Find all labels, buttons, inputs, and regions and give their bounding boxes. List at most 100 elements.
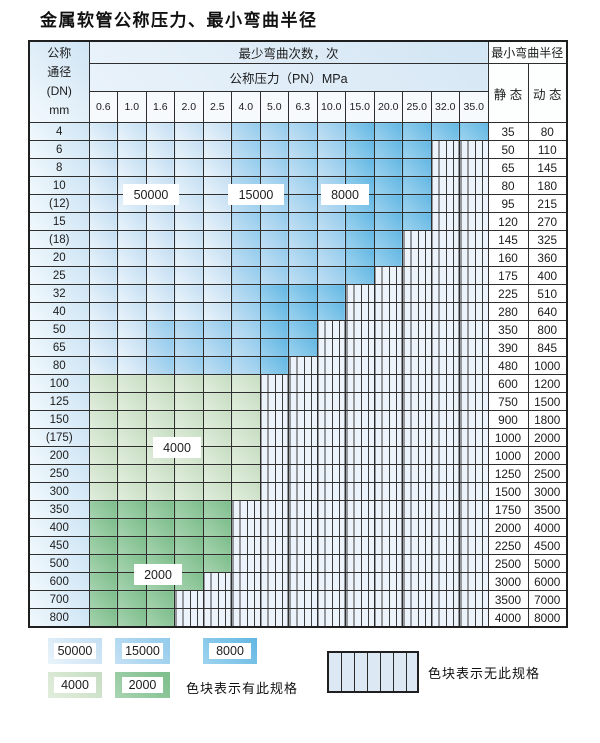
no-spec-cell [430,410,460,429]
no-spec-cell [259,608,289,628]
spec-cell-4000 [117,446,147,465]
spec-cell-50000 [202,284,232,303]
no-spec-cell [402,608,432,628]
spec-cell-4000 [231,482,261,501]
spec-cell-15000 [259,230,289,249]
no-spec-cell [373,428,403,447]
spec-cell-50000 [202,158,232,177]
no-spec-cell [430,428,460,447]
spec-cell-50000 [202,230,232,249]
spec-cell-50000 [202,212,232,231]
no-spec-cell [402,392,432,411]
pressure-col-header: 0.6 [88,91,118,123]
spec-cell-4000 [174,410,204,429]
spec-cell-15000 [288,158,318,177]
dynamic-cell: 1500 [527,392,568,411]
no-spec-cell [373,284,403,303]
spec-cell-8000 [259,320,289,339]
spec-cell-2000 [202,500,232,519]
dn-cell: 800 [28,608,90,628]
bend-cycles-header: 最少弯曲次数，次 [88,40,489,64]
spec-cell-4000 [145,374,175,393]
no-spec-cell [259,518,289,537]
spec-cell-8000 [373,230,403,249]
no-spec-cell [345,536,375,555]
spec-cell-50000 [88,338,118,357]
spec-cell-8000 [402,140,432,159]
no-spec-cell [316,356,346,375]
no-spec-cell [231,554,261,573]
spec-cell-8000 [345,122,375,141]
spec-cell-2000 [202,536,232,555]
spec-cell-50000 [117,320,147,339]
no-spec-cell [430,176,460,195]
no-spec-cell [459,410,489,429]
no-spec-cell [402,518,432,537]
spec-cell-50000 [174,284,204,303]
no-spec-cell [288,428,318,447]
spec-cell-50000 [88,194,118,213]
dn-cell: 6 [28,140,90,159]
spec-cell-15000 [316,230,346,249]
static-cell: 900 [487,410,529,429]
spec-cell-50000 [88,158,118,177]
spec-cell-50000 [117,212,147,231]
spec-cell-50000 [174,158,204,177]
table-row: 450 2250 4500 [28,536,568,555]
spec-cell-50000 [145,248,175,267]
spec-cell-15000 [288,230,318,249]
table-row: 15 120 270 [28,212,568,231]
static-cell: 2250 [487,536,529,555]
spec-cell-8000 [373,158,403,177]
no-spec-cell [402,464,432,483]
no-spec-cell [288,608,318,628]
spec-cell-50000 [117,266,147,285]
pressure-col-header: 4.0 [231,91,261,123]
dynamic-header: 动 态 [527,63,568,123]
no-spec-cell [373,590,403,609]
no-spec-cell [430,320,460,339]
spec-cell-4000 [117,392,147,411]
no-spec-cell [373,302,403,321]
table-row: 125 750 1500 [28,392,568,411]
no-spec-cell [259,500,289,519]
no-spec-cell [430,284,460,303]
spec-cell-4000 [231,428,261,447]
no-spec-cell [402,284,432,303]
spec-cell-2000 [145,608,175,628]
spec-cell-8000 [345,212,375,231]
no-spec-cell [402,482,432,501]
spec-cell-50000 [174,140,204,159]
static-cell: 3500 [487,590,529,609]
spec-cell-50000 [88,140,118,159]
table-row: 600 3000 6000 [28,572,568,591]
table-row: 80 480 1000 [28,356,568,375]
dn-cell: 250 [28,464,90,483]
spec-cell-50000 [174,176,204,195]
no-spec-cell [459,446,489,465]
no-spec-cell [373,374,403,393]
spec-cell-4000 [202,482,232,501]
table-row: 800 4000 8000 [28,608,568,628]
no-spec-cell [373,482,403,501]
spec-cell-15000 [259,266,289,285]
spec-cell-15000 [231,248,261,267]
no-spec-cell [259,428,289,447]
spec-cell-4000 [202,410,232,429]
spec-cell-8000 [345,158,375,177]
no-spec-cell [459,464,489,483]
spec-cell-15000 [259,158,289,177]
legend-no-spec-text: 色块表示无此规格 [428,666,541,681]
region-value-label: 15000 [228,184,284,205]
dynamic-cell: 1800 [527,410,568,429]
no-spec-cell [202,572,232,591]
no-spec-cell [430,500,460,519]
static-cell: 35 [487,122,529,141]
no-spec-cell [402,248,432,267]
static-cell: 4000 [487,608,529,628]
table-row: 40 280 640 [28,302,568,321]
no-spec-cell [402,554,432,573]
dn-cell: 4 [28,122,90,141]
spec-cell-50000 [202,122,232,141]
spec-cell-8000 [402,194,432,213]
